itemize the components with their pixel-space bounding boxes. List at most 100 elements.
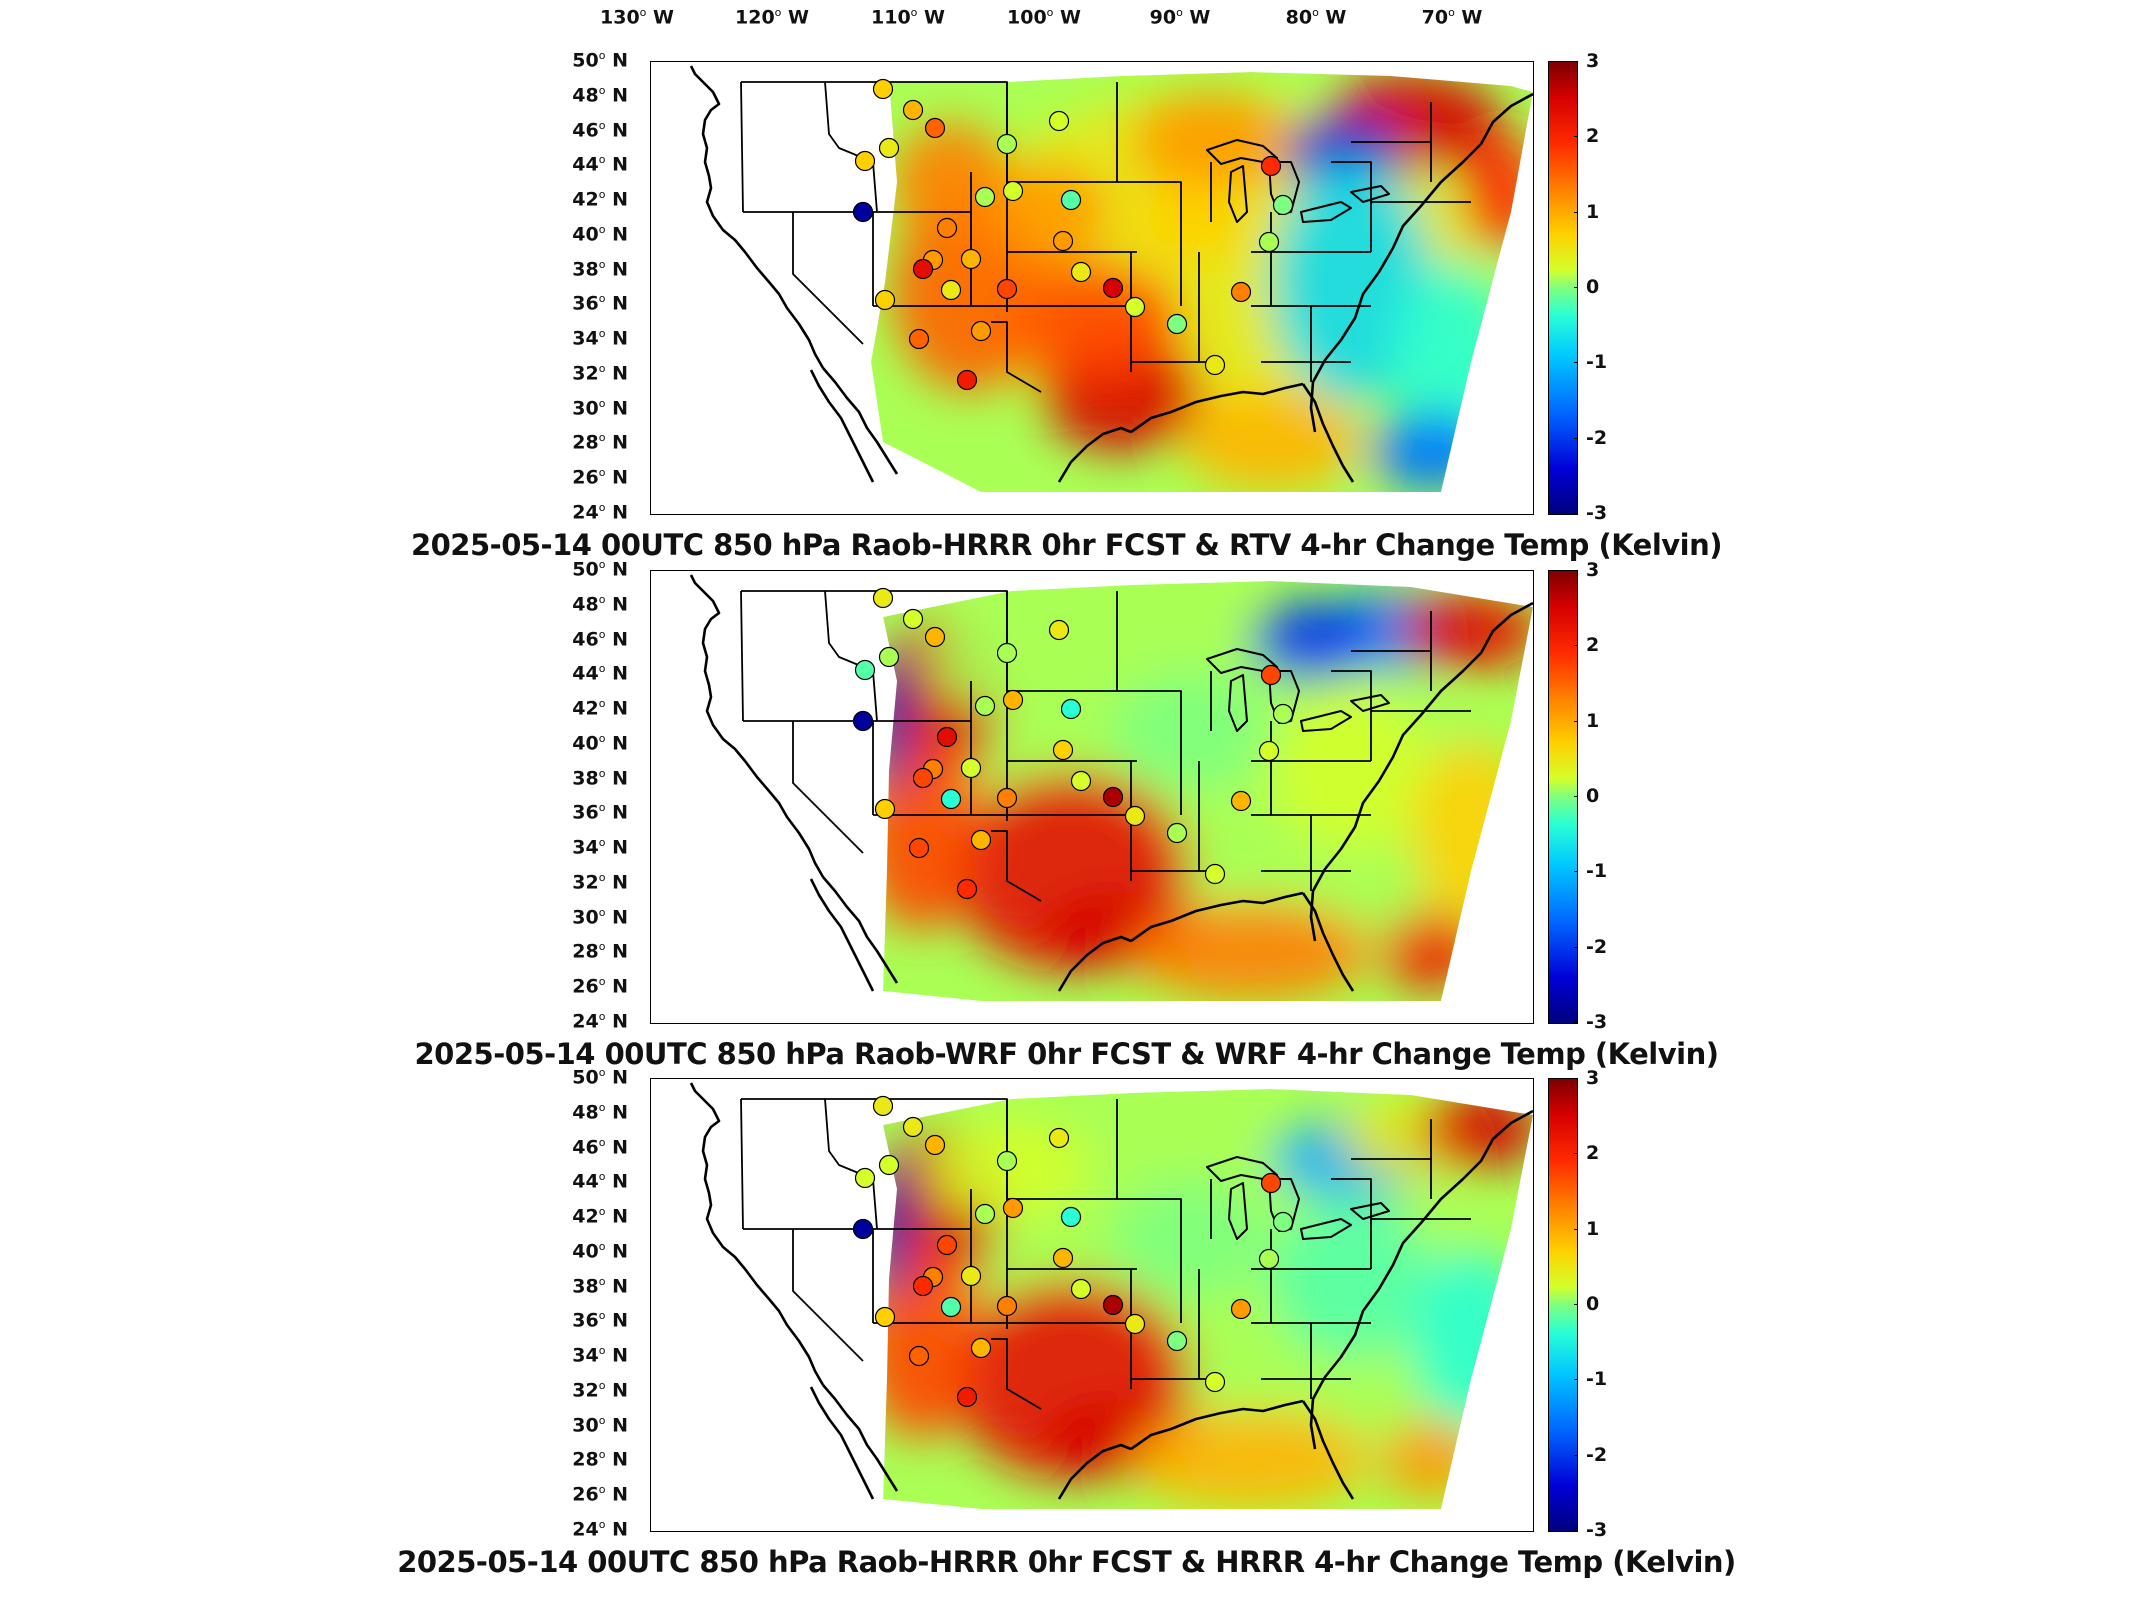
lat-value: 40 [572, 732, 599, 755]
lat-suffix: N [612, 975, 628, 998]
lat-value: 36 [572, 801, 599, 824]
lon-suffix: W [788, 6, 809, 29]
raob-marker [996, 1295, 1018, 1317]
raob-marker [1272, 703, 1294, 725]
raob-marker [1166, 1330, 1188, 1352]
raob-marker [1124, 805, 1146, 827]
great-lake [1300, 1218, 1352, 1240]
coastline [1130, 382, 1304, 434]
lat-value: 42 [572, 188, 599, 211]
coastline [809, 367, 899, 483]
great-lake [1228, 674, 1248, 732]
lon-value: 130 [600, 6, 640, 29]
lat-suffix: N [612, 801, 628, 824]
raob-marker [974, 695, 996, 717]
lat-suffix: N [612, 362, 628, 385]
degree-symbol: o [598, 1274, 606, 1288]
great-lake [1300, 201, 1352, 223]
field-region [1131, 92, 1291, 192]
colorbar-tick-label: 0 [1586, 276, 1600, 298]
degree-symbol: o [598, 83, 606, 97]
lat-label: 30o N [0, 397, 628, 419]
lat-suffix: N [612, 1205, 628, 1228]
great-lake [1268, 670, 1300, 724]
lat-label: 32o N [0, 871, 628, 893]
field-region [883, 731, 981, 931]
lat-suffix: N [612, 1010, 628, 1033]
coastline [809, 876, 899, 992]
degree-symbol: o [598, 188, 606, 202]
degree-symbol: o [598, 1239, 606, 1253]
colorbar-tick-label: -2 [1586, 1443, 1608, 1466]
lat-value: 28 [572, 940, 599, 963]
colorbar-tick-label: 2 [1586, 1142, 1600, 1165]
lat-suffix: N [612, 188, 628, 211]
field-region [1401, 591, 1533, 671]
lat-label: 38o N [0, 258, 628, 280]
raob-marker [1124, 1313, 1146, 1335]
raob-marker [854, 1167, 876, 1189]
raob-marker [1070, 1278, 1092, 1300]
lat-label: 24o N [0, 1518, 628, 1540]
raob-marker [912, 1275, 934, 1297]
raob-marker [974, 186, 996, 208]
lat-value: 28 [572, 1448, 599, 1471]
state-border [1117, 690, 1182, 815]
degree-symbol: o [598, 501, 606, 514]
lat-suffix: N [612, 327, 628, 350]
raob-marker [1204, 863, 1226, 885]
raob-marker [940, 788, 962, 810]
colorbar-tick-mark [1574, 513, 1578, 514]
coastline [1309, 1109, 1533, 1450]
field-region [1381, 1419, 1481, 1499]
raob-marker [960, 1265, 982, 1287]
coastline [689, 65, 825, 369]
raob-marker [1048, 619, 1070, 641]
colorbar-tick-mark [1574, 1078, 1578, 1079]
state-border [740, 1098, 744, 1230]
degree-symbol: o [598, 1378, 606, 1392]
lat-label: 34o N [0, 836, 628, 858]
colorbar-tick-mark [1574, 1022, 1578, 1023]
raob-markers [852, 78, 1294, 391]
raob-marker [1230, 1298, 1252, 1320]
great-lake [1350, 185, 1390, 203]
lat-label: 36o N [0, 292, 628, 314]
degree-symbol: o [598, 1135, 606, 1149]
lat-label: 46o N [0, 119, 628, 141]
lat-suffix: N [612, 153, 628, 176]
lat-label: 38o N [0, 767, 628, 789]
lat-value: 32 [572, 362, 599, 385]
degree-symbol: o [598, 801, 606, 815]
raob-marker [908, 328, 930, 350]
colorbar-tick-mark [1574, 61, 1578, 62]
degree-symbol: o [598, 731, 606, 745]
map-svg [689, 65, 1533, 492]
lon-suffix: W [1325, 6, 1347, 29]
lat-label: 28o N [0, 431, 628, 453]
field-region [1181, 392, 1361, 492]
lat-value: 34 [572, 1344, 599, 1367]
lat-value: 38 [572, 257, 599, 280]
coastline [1301, 1400, 1355, 1500]
lon-label: 110o W [871, 6, 945, 28]
raob-marker [1230, 790, 1252, 812]
field-region [1271, 691, 1431, 851]
coastline [1057, 426, 1132, 483]
degree-symbol: o [598, 466, 606, 480]
lat-suffix: N [612, 940, 628, 963]
lon-value: 90 [1149, 6, 1177, 29]
lon-value: 110 [871, 6, 911, 29]
field-region [1131, 901, 1371, 1001]
raob-marker [940, 1296, 962, 1318]
colorbar [1548, 61, 1578, 515]
lat-value: 34 [572, 836, 599, 859]
gridded-field [883, 1089, 1533, 1509]
lat-suffix: N [612, 292, 628, 315]
map-frame [650, 61, 1534, 515]
raob-marker [970, 829, 992, 851]
state-border [991, 321, 1042, 393]
lat-label: 26o N [0, 466, 628, 488]
colorbar-tick-mark [1574, 720, 1578, 722]
degree-symbol: o [598, 766, 606, 780]
